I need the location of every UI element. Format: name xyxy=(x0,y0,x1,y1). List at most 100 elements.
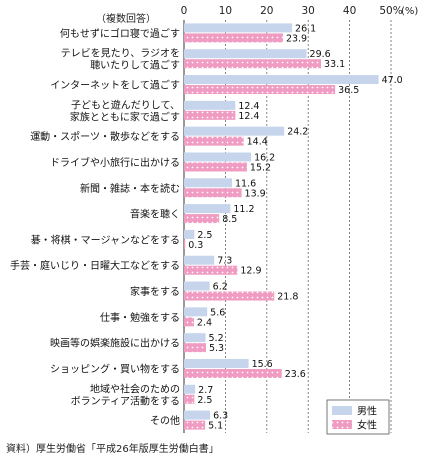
value-label-female: 2.5 xyxy=(197,395,212,406)
bar-female xyxy=(184,188,242,198)
bar-female xyxy=(184,136,244,146)
bar-female xyxy=(184,162,247,172)
category-label: 家族とともに家で過ごす xyxy=(70,110,180,123)
bar-female xyxy=(184,368,282,378)
value-label-female: 13.9 xyxy=(245,188,266,199)
bar-male xyxy=(184,358,249,368)
value-label-male: 16.2 xyxy=(254,152,275,163)
bar-female xyxy=(184,33,283,43)
value-label-female: 12.4 xyxy=(238,111,259,122)
bar-male xyxy=(184,229,195,239)
value-label-male: 6.3 xyxy=(213,411,228,422)
value-label-female: 5.3 xyxy=(209,343,224,354)
value-label-male: 5.6 xyxy=(210,307,225,318)
value-label-female: 14.4 xyxy=(247,137,268,148)
value-label-female: 23.9 xyxy=(286,33,307,44)
category-label: その他 xyxy=(150,414,180,427)
value-label-female: 23.6 xyxy=(285,369,306,380)
value-label-male: 5.2 xyxy=(209,333,224,344)
bar-female xyxy=(184,239,186,249)
category-label: 地域や社会のための xyxy=(90,382,180,395)
category-label: 何もせずにゴロ寝で過ごす xyxy=(60,27,180,40)
bar-male xyxy=(184,178,233,188)
bar-male xyxy=(184,281,210,291)
bar-male xyxy=(184,410,211,420)
category-label: ボランティア活動をする xyxy=(71,394,180,407)
value-label-male: 26.1 xyxy=(295,23,316,34)
bar-female xyxy=(184,343,206,353)
bar-male xyxy=(184,100,236,110)
value-label-female: 21.8 xyxy=(277,292,298,303)
value-label-male: 11.2 xyxy=(233,204,254,215)
category-label: 音楽を聴く xyxy=(130,208,180,221)
bar-female xyxy=(184,59,322,69)
value-label-male: 11.6 xyxy=(235,178,256,189)
bar-female xyxy=(184,317,194,327)
category-label: 手芸・庭いじり・日曜大工などをする xyxy=(10,259,180,272)
value-label-male: 12.4 xyxy=(238,101,259,112)
legend-swatch-male xyxy=(332,406,352,415)
value-label-male: 2.5 xyxy=(197,230,212,241)
category-label: テレビを見たり、ラジオを xyxy=(61,48,180,60)
value-label-female: 8.5 xyxy=(222,214,237,225)
value-label-female: 15.2 xyxy=(250,162,271,173)
category-label: インターネットをして過ごす xyxy=(50,79,180,92)
bar-male xyxy=(184,23,293,33)
legend-label-male: 男性 xyxy=(357,405,377,418)
bar-male xyxy=(184,152,252,162)
x-tick-label: 10 xyxy=(219,5,232,17)
value-label-male: 24.2 xyxy=(287,127,308,138)
bar-female xyxy=(184,214,220,224)
bar-female xyxy=(184,291,275,301)
value-label-male: 15.6 xyxy=(252,359,273,370)
value-label-male: 47.0 xyxy=(382,75,403,86)
value-label-male: 29.6 xyxy=(310,49,331,60)
category-label: 映画等の娯楽施設に出かける xyxy=(50,337,180,350)
category-label: 子どもと遊んだりして、 xyxy=(71,98,180,111)
value-label-female: 33.1 xyxy=(324,59,345,70)
note-label: （複数回答） xyxy=(96,12,156,25)
bar-male xyxy=(184,204,231,214)
category-label: 運動・スポーツ・散歩などをする xyxy=(30,130,180,143)
category-label: ショッピング・買い物をする xyxy=(50,362,180,375)
x-tick-label: 20 xyxy=(260,5,273,17)
bar-male xyxy=(184,75,379,85)
value-label-female: 2.4 xyxy=(197,317,212,328)
bar-male xyxy=(184,333,206,343)
x-tick-label: 0 xyxy=(181,5,188,17)
bar-female xyxy=(184,85,336,95)
value-label-male: 2.7 xyxy=(198,385,213,396)
x-tick-label: 40 xyxy=(343,5,356,17)
bar-male xyxy=(184,255,215,265)
value-label-female: 5.1 xyxy=(208,421,223,432)
category-label: 碁・将棋・マージャンなどをする xyxy=(31,233,180,246)
x-tick-label: 50% xyxy=(379,5,402,17)
source-note: 資料）厚生労働省「平成26年版厚生労働白書」 xyxy=(6,444,219,455)
unit-label: (%) xyxy=(401,6,418,17)
value-label-male: 7.3 xyxy=(217,256,232,267)
category-label: 家事をする xyxy=(130,285,180,298)
category-label: 新聞・雑誌・本を読む xyxy=(80,182,180,195)
value-label-female: 36.5 xyxy=(338,85,359,96)
category-label: ドライブや小旅行に出かける xyxy=(50,156,180,169)
bar-female xyxy=(184,265,238,275)
category-label: 仕事・勉強をする xyxy=(100,311,180,324)
bar-female xyxy=(184,420,206,430)
bar-male xyxy=(184,49,307,59)
legend-swatch-female xyxy=(332,420,352,429)
x-tick-label: 30 xyxy=(302,5,315,17)
bars xyxy=(184,23,379,430)
bar-male xyxy=(184,126,285,136)
legend-label-female: 女性 xyxy=(357,419,377,432)
value-label-female: 0.3 xyxy=(188,240,203,251)
category-label: 聴いたりして過ごす xyxy=(90,59,180,72)
bar-female xyxy=(184,394,195,404)
value-label-male: 6.2 xyxy=(213,282,228,293)
bar-male xyxy=(184,307,208,317)
bar-female xyxy=(184,110,236,120)
value-label-female: 12.9 xyxy=(240,266,261,277)
labels: 0 10 20 30 40 50%(%)（複数回答）何もせずにゴロ寝で過ごす 26.123.… xyxy=(10,5,418,432)
